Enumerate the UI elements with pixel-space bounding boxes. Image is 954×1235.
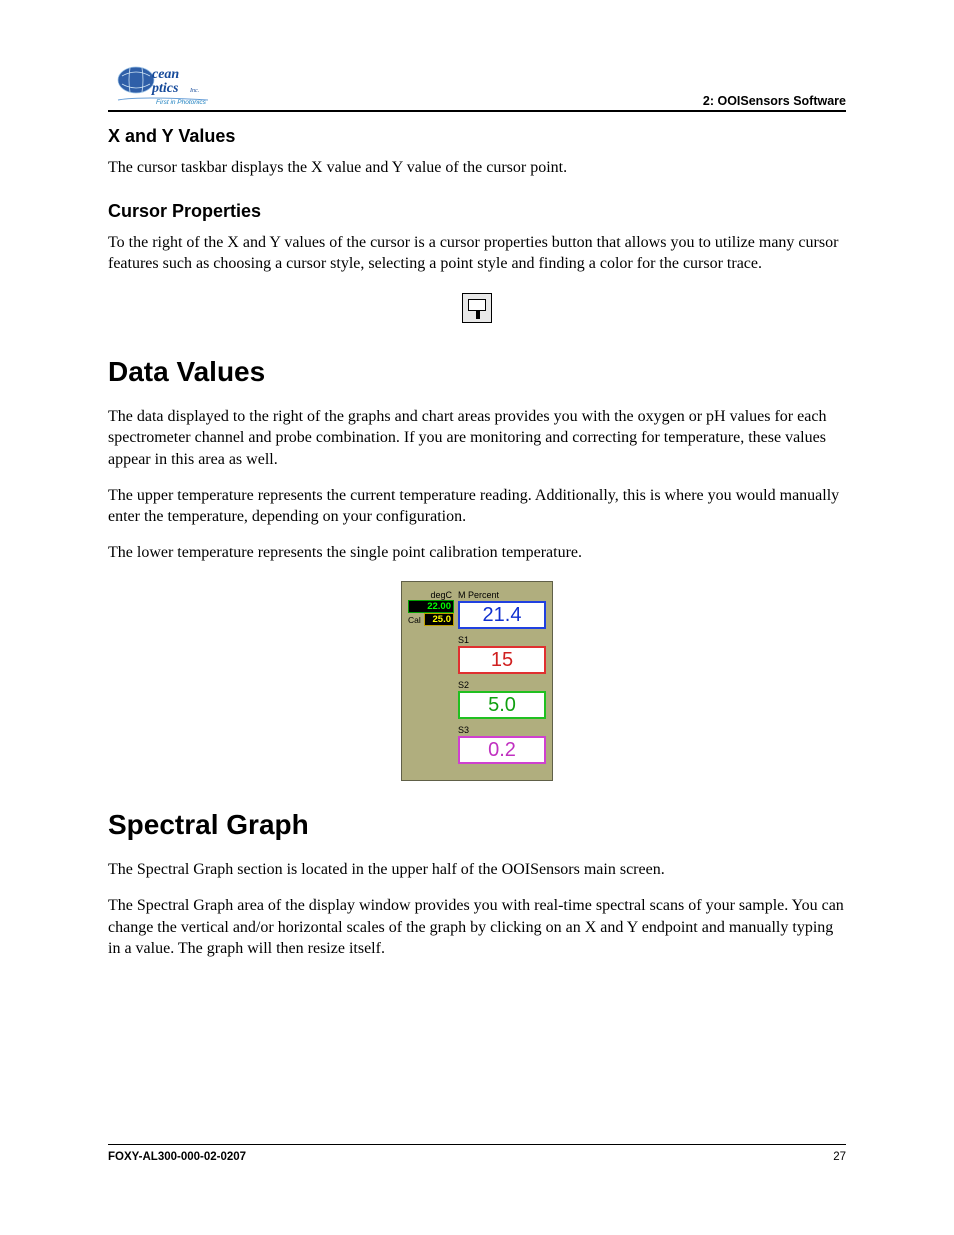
cursor-properties-icon [462,293,492,323]
readings-header: M Percent [458,590,546,600]
reading-label: S3 [458,725,546,735]
page-footer: FOXY-AL300-000-02-0207 27 [108,1144,846,1163]
page-content: cean ptics Inc. First in Photonics 2: OO… [0,0,954,960]
footer-doc-id: FOXY-AL300-000-02-0207 [108,1151,246,1163]
page-header: cean ptics Inc. First in Photonics 2: OO… [108,60,846,112]
svg-text:ptics: ptics [151,81,179,96]
cal-label: Cal [408,615,422,625]
heading-data-values: Data Values [108,356,846,388]
body-text: The lower temperature represents the sin… [108,542,846,564]
reading-label: S2 [458,680,546,690]
heading-spectral-graph: Spectral Graph [108,809,846,841]
svg-text:cean: cean [152,67,179,82]
body-text: The Spectral Graph section is located in… [108,859,846,881]
reading-value: 5.0 [458,691,546,719]
footer-page-number: 27 [833,1151,846,1163]
heading-cursor-properties: Cursor Properties [108,201,846,222]
data-values-figure: degC 22.00 Cal 25.0 M Percent 21.4 S115 S2… [108,581,846,781]
heading-xy-values: X and Y Values [108,126,846,147]
reading-value: 15 [458,646,546,674]
temperature-cal-readout: 25.0 [424,613,454,626]
temp-unit-label: degC [408,590,454,600]
svg-text:Inc.: Inc. [189,88,199,94]
readings-column: M Percent 21.4 S115 S25.0 S30.2 [458,590,546,770]
ocean-optics-logo: cean ptics Inc. First in Photonics [108,60,218,108]
body-text: The Spectral Graph area of the display w… [108,895,846,960]
body-text: To the right of the X and Y values of th… [108,232,846,275]
reading-value: 21.4 [458,601,546,629]
data-values-panel: degC 22.00 Cal 25.0 M Percent 21.4 S115 S2… [401,581,553,781]
body-text: The cursor taskbar displays the X value … [108,157,846,179]
header-chapter-label: 2: OOISensors Software [703,94,846,108]
body-text: The data displayed to the right of the g… [108,406,846,471]
cursor-properties-button-figure [108,293,846,328]
body-text: The upper temperature represents the cur… [108,485,846,528]
svg-text:First in Photonics: First in Photonics [156,99,207,106]
temperature-current-readout: 22.00 [408,600,454,613]
reading-value: 0.2 [458,736,546,764]
reading-label: S1 [458,635,546,645]
